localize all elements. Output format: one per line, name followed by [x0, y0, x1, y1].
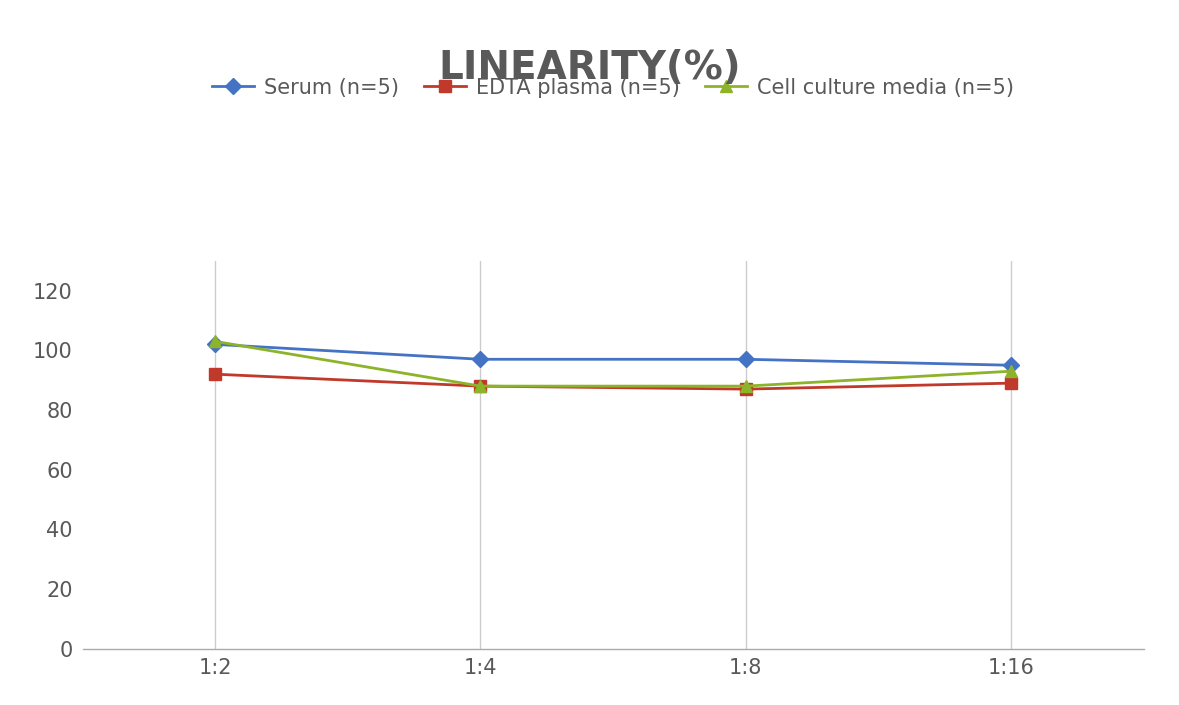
EDTA plasma (n=5) [738, 385, 752, 393]
Legend: Serum (n=5), EDTA plasma (n=5), Cell culture media (n=5): Serum (n=5), EDTA plasma (n=5), Cell cul… [204, 70, 1022, 106]
Serum (n=5) [1003, 361, 1017, 369]
Cell culture media (n=5) [1003, 367, 1017, 376]
EDTA plasma (n=5) [1003, 379, 1017, 387]
Serum (n=5) [208, 340, 222, 348]
Serum (n=5) [738, 355, 752, 364]
Serum (n=5) [473, 355, 488, 364]
Text: LINEARITY(%): LINEARITY(%) [439, 49, 740, 87]
Cell culture media (n=5) [473, 382, 488, 391]
Cell culture media (n=5) [738, 382, 752, 391]
EDTA plasma (n=5) [473, 382, 488, 391]
EDTA plasma (n=5) [208, 370, 222, 379]
Line: Cell culture media (n=5): Cell culture media (n=5) [209, 335, 1017, 393]
Cell culture media (n=5) [208, 337, 222, 345]
Line: EDTA plasma (n=5): EDTA plasma (n=5) [210, 369, 1016, 395]
Line: Serum (n=5): Serum (n=5) [210, 339, 1016, 371]
